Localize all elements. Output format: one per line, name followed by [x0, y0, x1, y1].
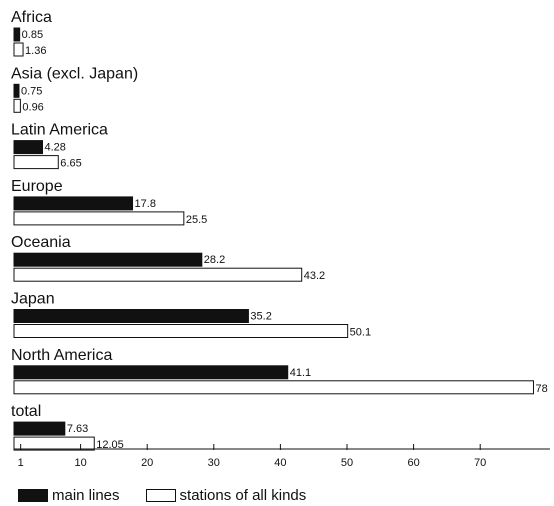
bar-stations	[13, 98, 21, 113]
value-label-stations: 0.96	[22, 101, 43, 113]
bar-main-lines	[13, 421, 66, 436]
legend: main lines stations of all kinds	[18, 484, 332, 506]
value-label-main-lines: 35.2	[250, 311, 271, 323]
x-tick-label: 60	[407, 457, 419, 469]
bar-stations	[13, 267, 303, 282]
value-label-main-lines: 7.63	[67, 423, 88, 435]
bar-main-lines	[13, 27, 21, 42]
legend-label-stations: stations of all kinds	[179, 486, 307, 504]
value-label-main-lines: 0.85	[22, 29, 43, 41]
legend-item-main-lines: main lines	[18, 487, 120, 504]
legend-label-main-lines: main lines	[52, 486, 120, 504]
bar-main-lines	[13, 196, 134, 211]
x-tick-label: 10	[74, 457, 86, 469]
value-label-main-lines: 17.8	[135, 198, 156, 210]
category-label: North America	[11, 347, 112, 364]
category-label: Japan	[11, 291, 55, 308]
value-label-stations: 12.05	[96, 439, 124, 451]
value-label-stations: 25.5	[186, 214, 207, 226]
category-label: total	[11, 403, 41, 420]
bar-stations	[13, 211, 185, 226]
bar-stations	[13, 324, 349, 338]
bar-stations	[13, 380, 534, 395]
legend-swatch-stations	[145, 488, 176, 502]
bar-main-lines	[13, 309, 249, 323]
value-label-stations: 6.65	[60, 158, 81, 170]
category-label: Oceania	[11, 234, 71, 251]
legend-swatch-main-lines	[18, 488, 48, 502]
category-label: Latin America	[11, 122, 108, 139]
bar-main-lines	[13, 83, 20, 98]
bar-stations	[13, 42, 24, 57]
value-label-main-lines: 28.2	[204, 254, 225, 266]
value-label-stations: 50.1	[350, 327, 371, 339]
bar-stations	[13, 436, 95, 451]
value-label-main-lines: 4.28	[45, 142, 66, 154]
value-label-stations: 78	[535, 383, 547, 395]
category-label: Africa	[11, 9, 52, 26]
value-label-main-lines: 0.75	[21, 85, 42, 97]
x-tick-label: 20	[141, 457, 153, 469]
bar-main-lines	[13, 140, 44, 155]
bar-main-lines	[13, 252, 203, 267]
x-tick-label: 50	[341, 457, 353, 469]
value-label-main-lines: 41.1	[290, 367, 311, 379]
bar-main-lines	[13, 365, 289, 380]
category-label: Asia (excl. Japan)	[11, 65, 138, 82]
value-label-stations: 43.2	[304, 270, 325, 282]
x-tick-label: 40	[274, 457, 286, 469]
chart: Africa 0.85 1.36 Asia (excl. Japan) 0.75 0.96…	[11, 9, 550, 469]
legend-item-stations: stations of all kinds	[145, 486, 307, 504]
x-tick-label: 70	[474, 457, 486, 469]
x-tick-label: 30	[208, 457, 220, 469]
value-label-stations: 1.36	[25, 45, 46, 57]
x-tick-label: 1	[18, 457, 24, 469]
category-label: Europe	[11, 178, 63, 195]
bar-stations	[13, 155, 59, 170]
